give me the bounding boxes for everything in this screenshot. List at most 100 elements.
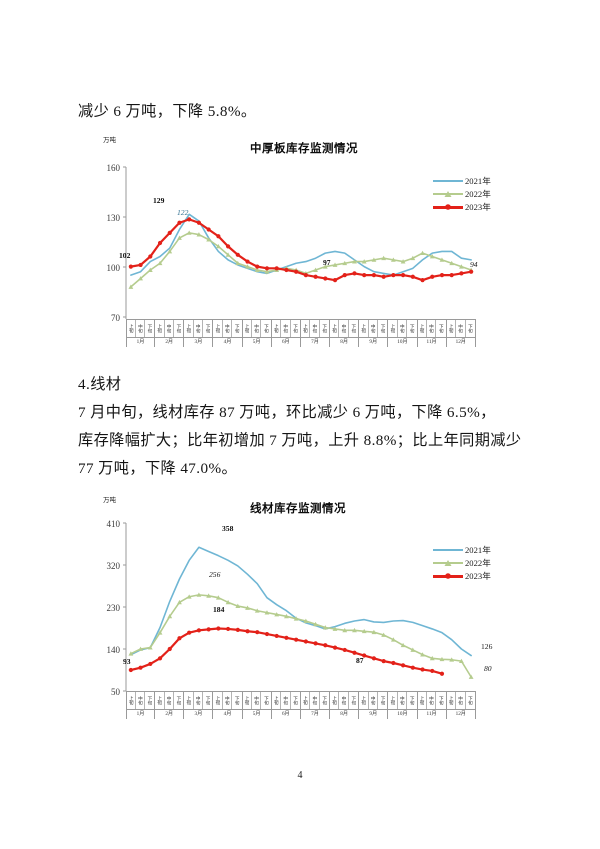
x-axis-tick: 上旬 [127, 692, 137, 709]
data-label-peak-2023: 184 [213, 605, 225, 614]
data-point-marker [128, 651, 134, 656]
data-point-marker [469, 269, 474, 274]
data-point-marker [381, 659, 386, 664]
data-point-marker [225, 244, 231, 249]
data-point-marker [128, 264, 133, 269]
data-point-marker [391, 660, 396, 666]
x-axis-tick: 中旬 [252, 692, 262, 709]
data-point-marker [313, 621, 318, 627]
x-axis-tick: 中旬 [165, 320, 174, 337]
data-point-marker [264, 631, 270, 637]
data-point-marker [410, 255, 416, 261]
y-tick-320: 320 [106, 561, 121, 571]
x-axis-month-group: 上旬 中旬 下旬 11月 [417, 692, 447, 719]
data-point-marker [352, 271, 357, 276]
data-point-marker [303, 618, 309, 623]
x-axis-tick: 上旬 [359, 692, 369, 709]
x-axis-tick: 下旬 [410, 696, 416, 705]
data-point-marker [332, 262, 338, 267]
x-axis-tick: 中旬 [194, 320, 204, 337]
x-axis-tick: 中旬 [252, 320, 262, 337]
data-point-marker [215, 595, 221, 600]
data-point-marker [342, 647, 347, 653]
data-point-marker [187, 217, 192, 222]
plot-svg [128, 213, 474, 289]
data-point-marker [245, 605, 250, 610]
data-point-marker [322, 264, 328, 269]
data-point-marker [245, 264, 250, 269]
x-axis-tick: 上旬 [447, 692, 457, 709]
data-point-marker [410, 274, 415, 279]
data-point-marker [332, 278, 338, 283]
data-point-marker [235, 603, 241, 608]
data-point-marker [400, 642, 406, 648]
data-point-marker [430, 274, 435, 279]
x-axis-tick: 上旬 [418, 320, 427, 337]
data-point-marker [352, 627, 357, 633]
legend-item-2022: 2022年 [433, 188, 491, 200]
x-axis-tick: 上旬 [155, 692, 165, 709]
legend-item-2023: 2023年 [433, 570, 491, 582]
data-point-marker [264, 610, 270, 615]
data-point-marker [225, 599, 231, 605]
x-axis-tick: 中旬 [310, 692, 320, 709]
legend-label-2022: 2022年 [465, 558, 491, 568]
x-axis-tick: 上旬 [388, 320, 398, 337]
paragraph-wire-rod-line3: 77 万吨，下降 47.0%。 [78, 460, 238, 477]
legend-swatch-2023 [433, 202, 463, 212]
data-label-start-2023: 102 [119, 251, 131, 260]
x-axis-month-label: 9月 [359, 337, 388, 347]
data-point-marker [177, 599, 182, 605]
x-axis-month-group: 上旬 中旬 下旬 6月 [271, 692, 301, 719]
data-point-marker [255, 630, 260, 635]
data-point-marker [294, 637, 299, 642]
data-point-marker [128, 284, 134, 289]
data-point-marker [284, 613, 289, 619]
data-point-marker [410, 647, 416, 652]
x-axis-month-label: 8月 [330, 337, 359, 347]
data-point-marker [264, 266, 270, 271]
circle-marker-icon [445, 204, 451, 210]
x-axis-tick: 上旬 [272, 692, 282, 709]
data-point-marker [371, 272, 377, 278]
data-point-marker [216, 626, 221, 631]
chart-title: 线材库存监测情况 [250, 503, 346, 515]
x-axis-month-label: 3月 [184, 709, 213, 719]
x-axis-month-label: 7月 [300, 709, 330, 719]
y-tick-130: 130 [106, 213, 121, 223]
data-point-marker [420, 667, 425, 672]
legend-swatch-2022 [433, 558, 463, 568]
x-axis-tick: 中旬 [456, 692, 466, 709]
data-point-marker [274, 633, 279, 639]
y-axis-line [123, 166, 127, 319]
x-axis-wire-rod: 上旬 中旬 下旬 1月 上旬 中旬 下旬 2月 上旬 中旬 下旬 3月 上旬 中旬 下旬 4月 上旬 中旬 下旬 5月… [126, 691, 476, 719]
data-point-marker [449, 260, 455, 266]
x-axis-month-group: 上旬 中旬 下旬 12月 [446, 320, 476, 347]
data-point-marker [400, 663, 406, 668]
data-point-marker [449, 657, 455, 662]
data-point-marker [235, 260, 241, 266]
data-point-marker [390, 637, 396, 642]
data-point-marker [225, 252, 231, 257]
x-axis-month-group: 上旬 中旬 下旬 1月 [126, 320, 156, 347]
x-axis-month-group: 上旬 中旬 下旬 8月 [330, 320, 360, 347]
x-axis-tick: 下旬 [410, 324, 416, 333]
data-point-marker [468, 674, 474, 679]
data-point-marker [430, 668, 435, 674]
data-point-marker [390, 257, 396, 262]
legend-item-2022: 2022年 [433, 557, 491, 569]
data-point-marker [362, 272, 367, 278]
legend-swatch-2021 [433, 176, 463, 186]
x-axis-tick: 中旬 [223, 320, 233, 337]
data-point-marker [362, 653, 367, 658]
legend-label-2021: 2021年 [465, 176, 491, 186]
y-axis-unit-label: 万吨 [103, 137, 116, 144]
x-axis-tick: 中旬 [136, 320, 146, 337]
legend-label-2022: 2022年 [465, 189, 491, 199]
x-axis-tick: 下旬 [322, 324, 328, 333]
paragraph-wire-rod-line2: 库存降幅扩大；比年初增加 7 万吨，上升 8.8%；比上年同期减少 [78, 432, 522, 449]
x-axis-tick: 中旬 [194, 692, 204, 709]
data-point-marker [342, 260, 348, 266]
data-label-end-2021: 126 [481, 642, 493, 651]
data-point-marker [206, 593, 212, 598]
